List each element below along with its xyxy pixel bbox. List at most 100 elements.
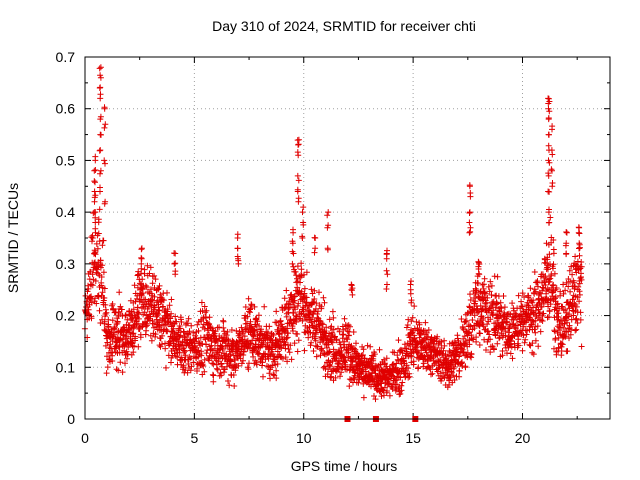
- data-point: [111, 329, 118, 336]
- data-point: [550, 237, 557, 243]
- data-point: [154, 286, 161, 293]
- data-point: [531, 326, 538, 333]
- data-point: [505, 344, 512, 351]
- data-point: [531, 269, 538, 275]
- data-point: [359, 352, 366, 358]
- data-point: [159, 341, 165, 348]
- data-point: [177, 332, 184, 339]
- data-point: [494, 329, 501, 336]
- data-point: [576, 230, 583, 237]
- data-point: [340, 331, 347, 338]
- data-point: [96, 65, 103, 72]
- y-tick-label: 0: [67, 411, 75, 427]
- data-point: [294, 331, 301, 337]
- data-point: [325, 341, 332, 348]
- data-point: [181, 329, 187, 336]
- data-point: [434, 368, 441, 375]
- data-point: [381, 356, 387, 363]
- data-point: [532, 317, 539, 324]
- data-point: [201, 303, 208, 310]
- data-point: [441, 342, 448, 349]
- data-point: [171, 260, 178, 267]
- data-point: [456, 373, 463, 380]
- data-point: [240, 348, 247, 355]
- data-point: [551, 270, 558, 277]
- data-point: [534, 323, 541, 330]
- data-point: [101, 295, 108, 301]
- data-point: [576, 280, 583, 287]
- data-point: [99, 242, 106, 249]
- data-point: [475, 280, 482, 287]
- data-point: [254, 318, 261, 325]
- data-point: [155, 285, 162, 292]
- data-point: [261, 303, 268, 310]
- data-point: [578, 270, 584, 277]
- data-point: [151, 272, 158, 279]
- x-tick-label: 10: [296, 430, 312, 446]
- data-point: [96, 307, 103, 314]
- data-point: [190, 359, 197, 366]
- data-point: [203, 307, 210, 314]
- data-point: [463, 317, 470, 324]
- data-point: [428, 371, 434, 378]
- data-point: [285, 300, 292, 307]
- data-point: [411, 303, 418, 310]
- y-tick-label: 0.1: [56, 359, 76, 375]
- data-point: [210, 361, 217, 367]
- data-point: [383, 363, 390, 370]
- data-point: [542, 282, 549, 288]
- data-point: [440, 347, 447, 354]
- data-point: [546, 251, 553, 258]
- data-point: [522, 336, 529, 343]
- data-point: [97, 64, 104, 71]
- data-point: [247, 305, 254, 312]
- data-point: [173, 318, 180, 325]
- data-point: [323, 324, 330, 331]
- data-point: [218, 343, 225, 350]
- data-point: [484, 294, 491, 301]
- data-point: [467, 190, 474, 196]
- data-point: [360, 380, 367, 387]
- data-point: [414, 326, 421, 333]
- data-point: [270, 332, 277, 338]
- data-point: [92, 167, 99, 173]
- data-point: [456, 352, 463, 359]
- data-point: [117, 359, 124, 366]
- data-point: [297, 279, 303, 286]
- data-point: [395, 337, 402, 344]
- data-point: [423, 349, 430, 356]
- y-tick-label: 0.5: [56, 152, 76, 168]
- data-point: [519, 347, 526, 354]
- data-point: [509, 300, 516, 307]
- data-point: [194, 321, 201, 328]
- data-point: [545, 142, 552, 149]
- data-point: [91, 260, 98, 267]
- data-point: [560, 281, 567, 288]
- data-point: [312, 245, 319, 252]
- data-point: [300, 204, 307, 211]
- data-point: [113, 345, 120, 352]
- data-point: [301, 285, 308, 292]
- data-point: [227, 351, 234, 358]
- data-point: [532, 337, 539, 344]
- data-point: [220, 318, 227, 325]
- data-point: [551, 328, 558, 335]
- data-point: [458, 316, 465, 322]
- data-point: [129, 331, 136, 337]
- data-point: [515, 342, 522, 349]
- data-point: [494, 300, 501, 307]
- data-point: [89, 238, 95, 245]
- data-point: [195, 347, 202, 354]
- data-point: [245, 295, 252, 302]
- data-point: [481, 275, 488, 282]
- data-point: [187, 367, 194, 374]
- data-point: [267, 375, 273, 382]
- data-point: [294, 186, 301, 193]
- data-point: [269, 362, 276, 369]
- data-point: [216, 324, 223, 331]
- data-point: [376, 346, 383, 353]
- data-point: [350, 329, 357, 335]
- data-point: [469, 317, 476, 323]
- data-point: [119, 369, 126, 376]
- data-point: [135, 343, 142, 350]
